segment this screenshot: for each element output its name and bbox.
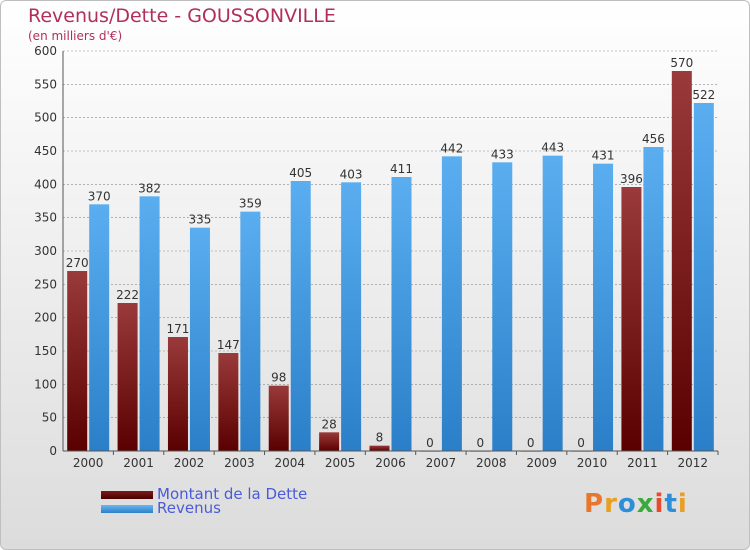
revenue-bar	[341, 182, 362, 452]
debt-bar	[117, 303, 138, 451]
debt-value-label: 0	[476, 436, 484, 450]
revenue-bar	[89, 204, 110, 451]
debt-bar	[671, 71, 692, 451]
x-tick-label: 2005	[325, 456, 356, 470]
revenue-value-label: 411	[390, 162, 413, 176]
revenue-value-label: 359	[239, 197, 262, 211]
debt-value-label: 0	[577, 436, 585, 450]
revenue-bar	[693, 103, 714, 451]
logo-letter: P	[584, 489, 605, 519]
x-tick-label: 2010	[577, 456, 608, 470]
debt-value-label: 8	[376, 431, 384, 445]
logo-letter: t	[664, 489, 678, 519]
debt-bar	[218, 353, 239, 451]
revenue-value-label: 431	[592, 149, 615, 163]
revenue-bar	[189, 227, 210, 451]
x-tick-label: 2012	[678, 456, 709, 470]
x-tick-label: 2006	[375, 456, 406, 470]
legend-label-revenue: Revenus	[157, 499, 221, 517]
x-tick-label: 2004	[274, 456, 305, 470]
x-tick-label: 2001	[123, 456, 154, 470]
y-tick-label: 550	[34, 77, 57, 91]
y-tick-label: 100	[34, 377, 57, 391]
y-tick-label: 350	[34, 211, 57, 225]
legend-swatch-debt	[101, 491, 153, 499]
debt-bar	[319, 432, 340, 451]
logo-letter: x	[636, 489, 655, 519]
proxiti-logo: Proxiti	[584, 489, 688, 519]
debt-value-label: 270	[66, 256, 89, 270]
y-tick-label: 0	[49, 444, 57, 458]
logo-letter: i	[677, 489, 688, 519]
debt-value-label: 147	[217, 338, 240, 352]
revenue-bar	[391, 177, 412, 451]
y-tick-label: 250	[34, 277, 57, 291]
chart-subtitle: (en milliers d'€)	[28, 29, 123, 43]
revenue-value-label: 442	[440, 141, 463, 155]
revenue-bar	[139, 196, 160, 451]
revenue-bar	[542, 155, 563, 451]
revenue-bar	[593, 163, 614, 451]
debt-bar	[268, 385, 289, 451]
legend-swatch-revenue	[101, 505, 153, 513]
debt-bar	[167, 337, 188, 451]
revenue-value-label: 443	[541, 141, 564, 155]
debt-value-label: 396	[620, 172, 643, 186]
debt-value-label: 98	[271, 371, 286, 385]
y-tick-label: 200	[34, 311, 57, 325]
revenue-value-label: 456	[642, 132, 665, 146]
revenue-value-label: 403	[340, 167, 363, 181]
y-tick-label: 450	[34, 144, 57, 158]
logo-letter: i	[654, 489, 665, 519]
revenue-value-label: 335	[189, 213, 212, 227]
x-tick-label: 2007	[426, 456, 457, 470]
debt-bar	[621, 187, 642, 451]
y-tick-label: 600	[34, 44, 57, 58]
x-tick-label: 2009	[526, 456, 557, 470]
y-tick-label: 150	[34, 344, 57, 358]
revenue-value-label: 370	[88, 189, 111, 203]
x-tick-label: 2000	[73, 456, 104, 470]
revenue-bar	[441, 156, 462, 452]
debt-value-label: 28	[321, 417, 336, 431]
revenue-value-label: 522	[692, 88, 715, 102]
legend-label-debt: Montant de la Dette	[157, 485, 308, 503]
y-tick-label: 50	[42, 411, 57, 425]
debt-value-label: 171	[167, 322, 190, 336]
debt-value-label: 0	[426, 436, 434, 450]
revenue-bar	[240, 211, 261, 451]
revenue-bar	[492, 162, 513, 452]
logo-letter: o	[617, 489, 637, 519]
x-tick-label: 2002	[174, 456, 205, 470]
x-tick-label: 2003	[224, 456, 255, 470]
debt-bar	[67, 271, 88, 451]
x-tick-label: 2011	[627, 456, 658, 470]
debt-value-label: 0	[527, 436, 535, 450]
y-tick-label: 500	[34, 111, 57, 125]
revenue-value-label: 405	[289, 166, 312, 180]
y-tick-label: 400	[34, 177, 57, 191]
chart-title: Revenus/Dette - GOUSSONVILLE	[28, 5, 336, 27]
revenue-value-label: 433	[491, 147, 514, 161]
debt-value-label: 222	[116, 288, 139, 302]
revenue-value-label: 382	[138, 181, 161, 195]
logo-letter: r	[604, 489, 618, 519]
revenue-bar	[643, 147, 664, 451]
y-tick-label: 300	[34, 244, 57, 258]
x-tick-label: 2008	[476, 456, 507, 470]
debt-bar	[369, 445, 390, 451]
debt-value-label: 570	[670, 56, 693, 70]
revenue-bar	[290, 181, 311, 451]
